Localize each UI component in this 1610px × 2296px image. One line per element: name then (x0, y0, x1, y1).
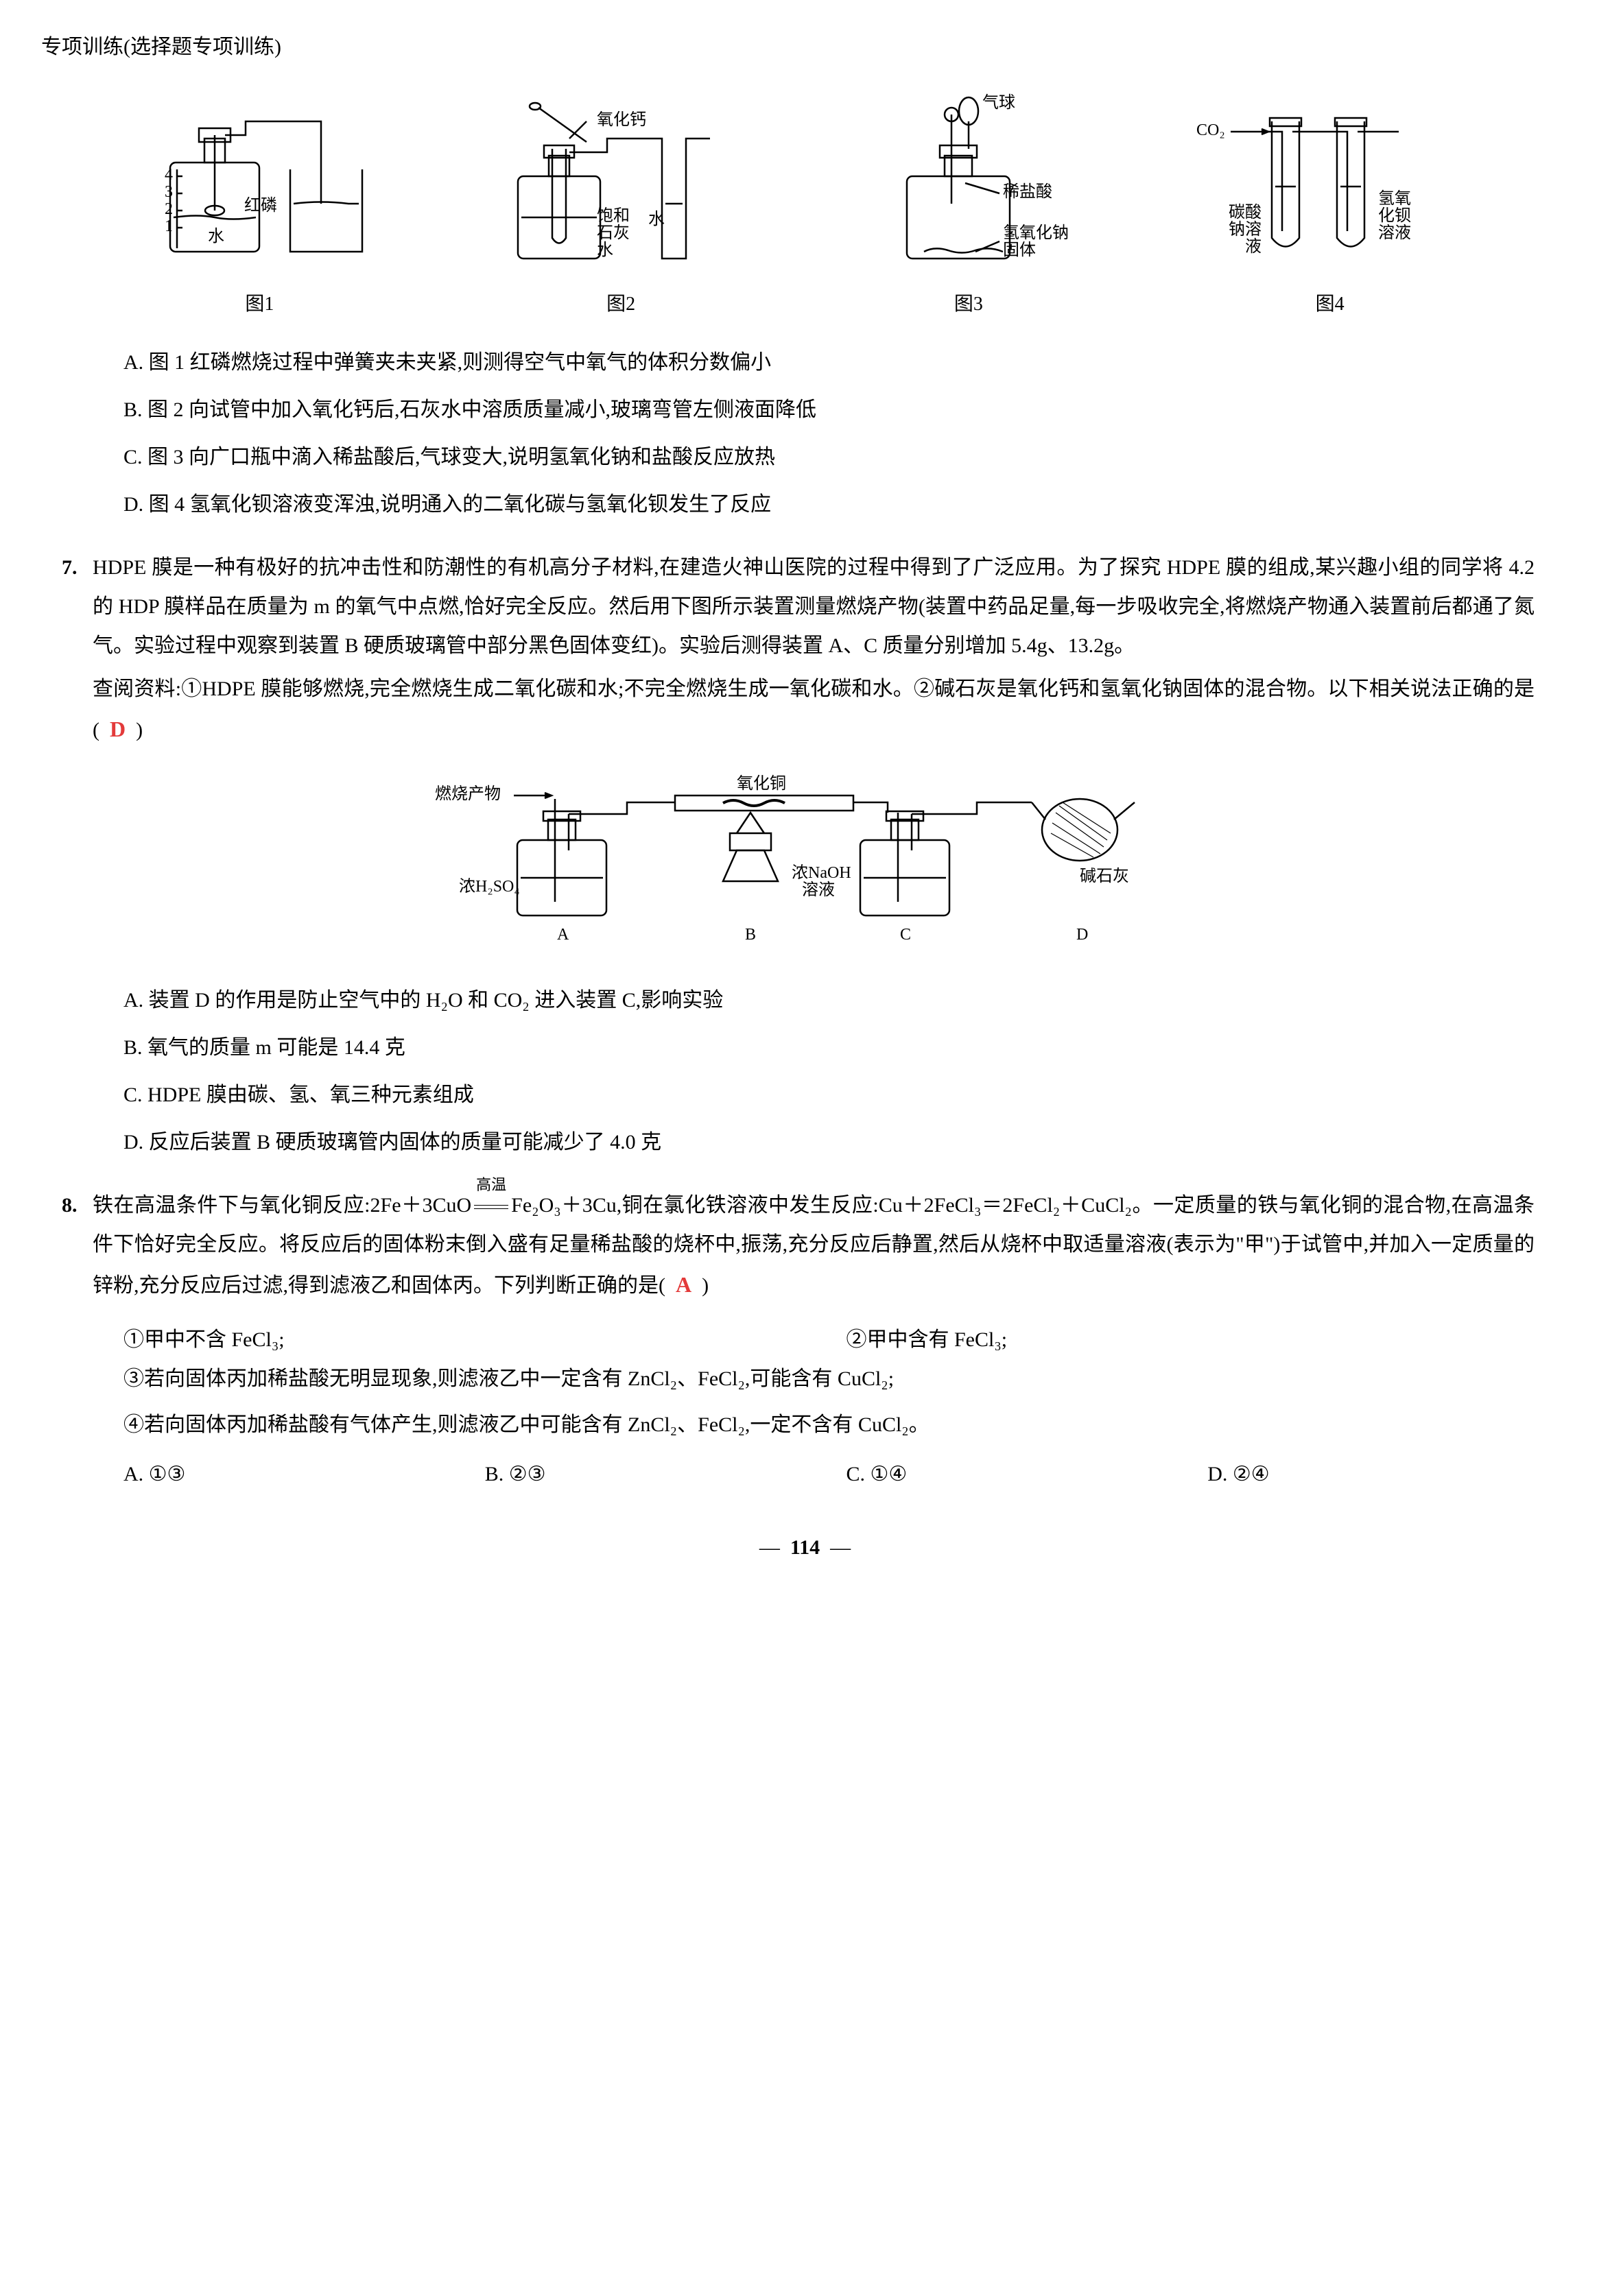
fig1-svg: 红磷 水 4 3 2 1 (143, 101, 376, 279)
q8-text: 铁在高温条件下与氧化铜反应:2Fe＋3CuO高温Fe₂O₃＋3Cu,铜在氯化铁溶… (93, 1186, 1535, 1306)
fig1-caption: 图1 (245, 286, 274, 322)
svg-text:气球: 气球 (982, 93, 1015, 112)
svg-text:3: 3 (165, 183, 173, 201)
svg-text:氧化铜: 氧化铜 (737, 774, 786, 793)
q6-option-d: D. 图 4 氢氧化钡溶液变浑浊,说明通入的二氧化碳与氢氧化钡发生了反应 (123, 485, 1569, 524)
svg-text:石灰: 石灰 (597, 224, 630, 242)
svg-text:液: 液 (1245, 237, 1262, 256)
svg-text:4: 4 (165, 166, 173, 184)
svg-text:碱石灰: 碱石灰 (1080, 867, 1129, 885)
fig4-svg: CO₂ 碳酸 钠溶 液 氢氧 化钡 溶液 (1193, 101, 1467, 279)
q7-body: HDPE 膜是一种有极好的抗冲击性和防潮性的有机高分子材料,在建造火神山医院的过… (93, 548, 1569, 754)
svg-text:饱和: 饱和 (597, 206, 630, 225)
q7-option-b: B. 氧气的质量 m 可能是 14.4 克 (123, 1028, 1569, 1067)
figure-2: 氧化钙 饱和 石灰 水 水 图2 (497, 101, 744, 322)
svg-text:氢氧: 氢氧 (1378, 189, 1411, 208)
fig3-caption: 图3 (954, 286, 983, 322)
svg-text:氧化钙: 氧化钙 (597, 110, 646, 129)
svg-text:碳酸: 碳酸 (1229, 203, 1262, 222)
svg-text:红磷: 红磷 (244, 196, 277, 215)
q6-option-c: C. 图 3 向广口瓶中滴入稀盐酸后,气球变大,说明氢氧化钠和盐酸反应放热 (123, 438, 1569, 477)
svg-text:水: 水 (208, 227, 224, 246)
q7-text1: HDPE 膜是一种有极好的抗冲击性和防潮性的有机高分子材料,在建造火神山医院的过… (93, 548, 1535, 665)
q8-body: 铁在高温条件下与氧化铜反应:2Fe＋3CuO高温Fe₂O₃＋3Cu,铜在氯化铁溶… (93, 1186, 1569, 1310)
svg-text:水: 水 (597, 241, 613, 259)
q7-answer: D (110, 717, 126, 741)
q7-num: 7. (62, 548, 93, 587)
q8-item2: ②甲中含有 FeCl₃; (847, 1320, 1570, 1359)
svg-text:B: B (745, 926, 756, 944)
q8-option-d: D. ②④ (1207, 1455, 1569, 1494)
svg-text:1: 1 (165, 217, 173, 235)
page-header: 专项训练(选择题专项训练) (41, 27, 1569, 67)
svg-text:D: D (1076, 926, 1088, 944)
q7-diagram: 燃烧产物 浓H₂SO₄ A 氧化铜 B 浓NaOH 溶液 C (41, 772, 1569, 964)
page-number: — 114 — (41, 1528, 1569, 1567)
svg-text:燃烧产物: 燃烧产物 (435, 785, 501, 803)
q8-num: 8. (62, 1186, 93, 1225)
svg-text:A: A (557, 926, 569, 944)
figure-1: 红磷 水 4 3 2 1 图1 (143, 101, 376, 322)
svg-text:水: 水 (648, 210, 665, 228)
q7-option-d: D. 反应后装置 B 硬质玻璃管内固体的质量可能减少了 4.0 克 (123, 1123, 1569, 1162)
figure-4: CO₂ 碳酸 钠溶 液 氢氧 化钡 溶液 图4 (1193, 101, 1467, 322)
question-8: 8. 铁在高温条件下与氧化铜反应:2Fe＋3CuO高温Fe₂O₃＋3Cu,铜在氯… (41, 1186, 1569, 1310)
question-7: 7. HDPE 膜是一种有极好的抗冲击性和防潮性的有机高分子材料,在建造火神山医… (41, 548, 1569, 754)
q8-answer: A (676, 1272, 691, 1297)
svg-text:钠溶: 钠溶 (1229, 220, 1262, 239)
svg-text:氢氧化钠: 氢氧化钠 (1003, 224, 1069, 242)
fig2-caption: 图2 (606, 286, 635, 322)
q7-option-c: C. HDPE 膜由碳、氢、氧三种元素组成 (123, 1075, 1569, 1114)
q8-items-row1: ①甲中不含 FeCl₃; ②甲中含有 FeCl₃; (123, 1320, 1569, 1359)
fig2-svg: 氧化钙 饱和 石灰 水 水 (497, 101, 744, 279)
svg-text:溶液: 溶液 (1378, 224, 1411, 242)
q6-option-b: B. 图 2 向试管中加入氧化钙后,石灰水中溶质质量减小,玻璃弯管左侧液面降低 (123, 390, 1569, 429)
fig3-svg: 气球 稀盐酸 氢氧化钠 固体 (866, 87, 1072, 279)
svg-text:稀盐酸: 稀盐酸 (1003, 182, 1052, 201)
q6-option-a: A. 图 1 红磷燃烧过程中弹簧夹未夹紧,则测得空气中氧气的体积分数偏小 (123, 343, 1569, 382)
q8-item1: ①甲中不含 FeCl₃; (123, 1320, 847, 1359)
q7-svg: 燃烧产物 浓H₂SO₄ A 氧化铜 B 浓NaOH 溶液 C (394, 772, 1217, 964)
fig4-caption: 图4 (1316, 286, 1345, 322)
q8-option-a: A. ①③ (123, 1455, 485, 1494)
svg-text:溶液: 溶液 (802, 881, 835, 899)
svg-text:固体: 固体 (1003, 241, 1036, 259)
svg-text:2: 2 (165, 200, 173, 218)
svg-text:CO₂: CO₂ (1196, 121, 1225, 139)
q7-option-a: A. 装置 D 的作用是防止空气中的 H₂O 和 CO₂ 进入装置 C,影响实验 (123, 981, 1569, 1020)
svg-text:化钡: 化钡 (1378, 206, 1411, 225)
svg-text:浓H₂SO₄: 浓H₂SO₄ (459, 877, 520, 896)
svg-text:C: C (900, 926, 911, 944)
svg-text:浓NaOH: 浓NaOH (792, 863, 851, 882)
figures-row: 红磷 水 4 3 2 1 图1 氧化钙 (82, 87, 1528, 322)
q8-item4: ④若向固体丙加稀盐酸有气体产生,则滤液乙中可能含有 ZnCl₂、FeCl₂,一定… (123, 1405, 1569, 1444)
q8-option-c: C. ①④ (847, 1455, 1208, 1494)
q8-option-b: B. ②③ (485, 1455, 847, 1494)
q7-text2: 查阅资料:①HDPE 膜能够燃烧,完全燃烧生成二氧化碳和水;不完全燃烧生成一氧化… (93, 669, 1535, 750)
figure-3: 气球 稀盐酸 氢氧化钠 固体 图3 (866, 87, 1072, 322)
q8-item3: ③若向固体丙加稀盐酸无明显现象,则滤液乙中一定含有 ZnCl₂、FeCl₂,可能… (123, 1359, 1569, 1398)
q8-options-row: A. ①③ B. ②③ C. ①④ D. ②④ (123, 1455, 1569, 1494)
